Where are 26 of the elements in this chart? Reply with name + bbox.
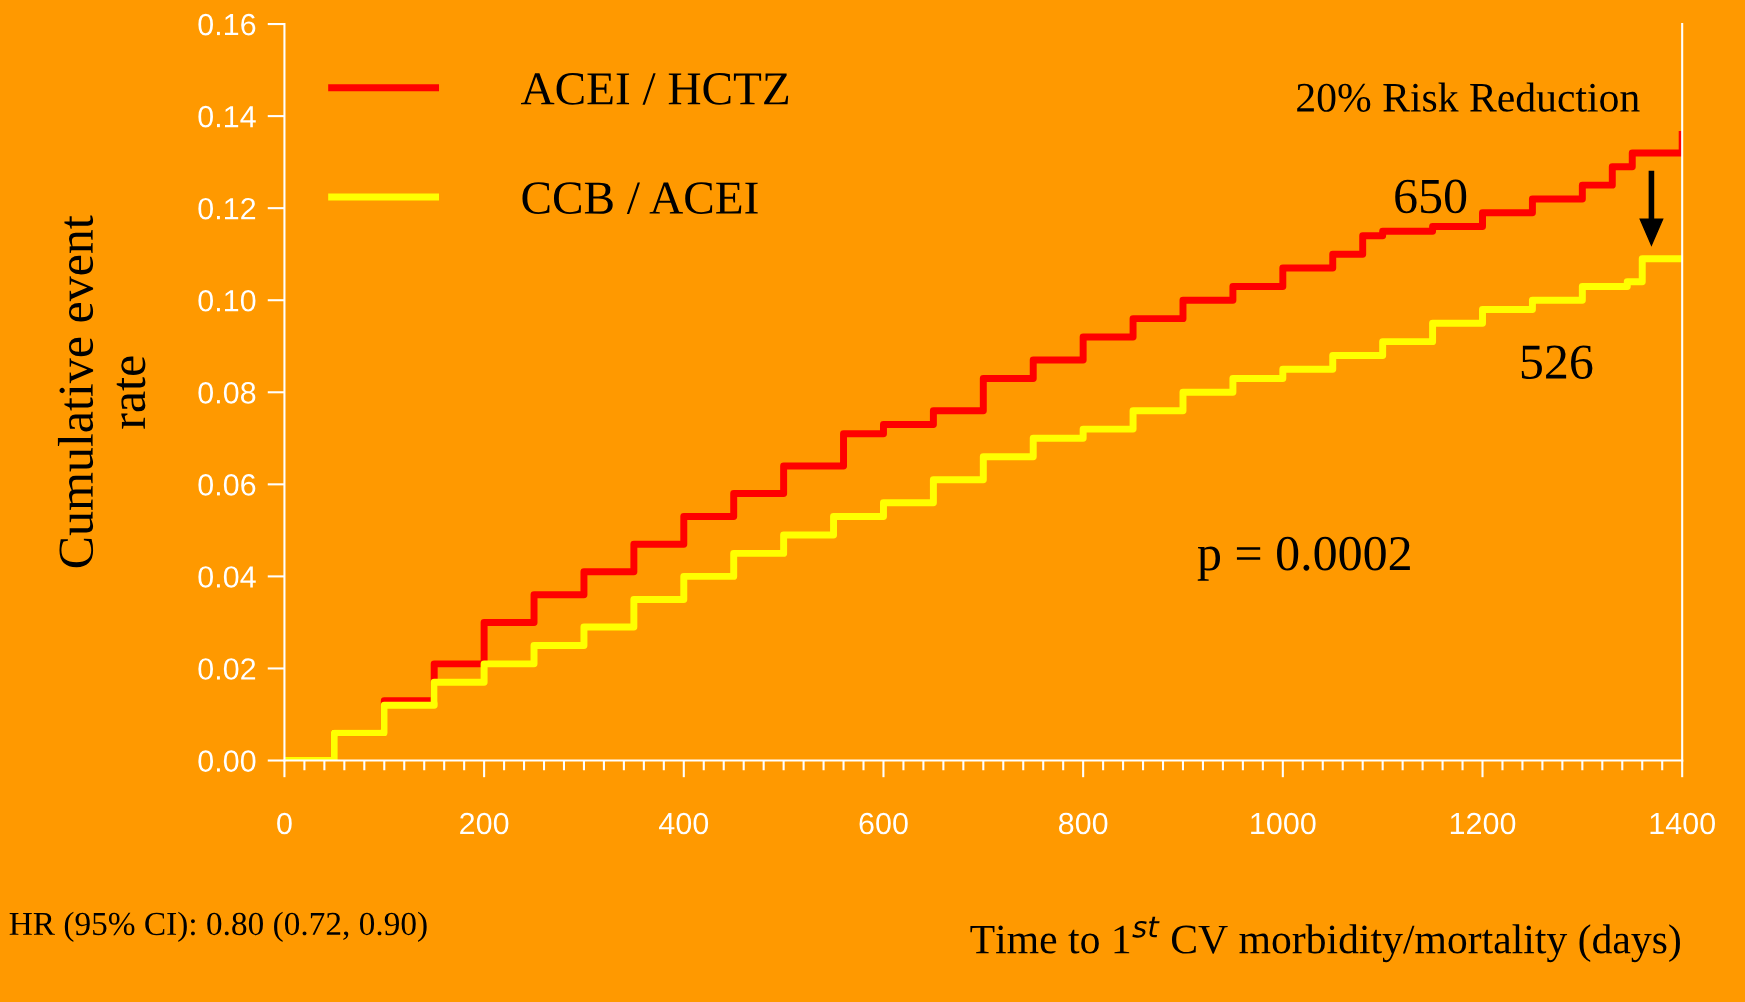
y-tick-label: 0.06 [198, 474, 256, 496]
text: HR (95% CI): 0.80 (0.72, 0.90) [9, 911, 427, 942]
y-tick-label: 0.10 [198, 289, 256, 312]
x-tick-label: 1200 [1450, 812, 1516, 835]
y-tick-label: 0.08 [198, 382, 256, 404]
x-tick-label: 400 [659, 812, 709, 835]
y-tick-label: 0.16 [198, 13, 256, 36]
y-tick-label: 0.14 [198, 105, 256, 128]
x-tick-label: 200 [460, 812, 509, 835]
annotation: p = 0.0002 [1197, 536, 1410, 581]
annotation: 650 [1395, 179, 1467, 214]
x-tick-label: 1400 [1650, 812, 1715, 835]
x-tick-label: 800 [1058, 812, 1108, 835]
annotation: 526 [1521, 345, 1593, 380]
x-axis-title: Time to 1$^{st}$ CV morbidity/mortality (days) [970, 916, 1680, 963]
y-axis-title: Cumulative event rate [57, 215, 146, 568]
y-tick-label: 0.02 [198, 658, 256, 680]
y-tick-label: 0.04 [198, 566, 256, 588]
legend-label: ACEI / HCTZ [521, 73, 789, 105]
y-tick-label: 0.12 [198, 197, 256, 220]
x-tick-label: 1000 [1251, 812, 1316, 835]
y-tick-label: 0.00 [198, 750, 256, 772]
legend-label: CCB / ACEI [522, 182, 758, 215]
annotation: 20% Risk Reduction [1297, 82, 1640, 112]
x-tick-label: 600 [859, 812, 908, 835]
x-tick-label: 0 [277, 812, 292, 835]
